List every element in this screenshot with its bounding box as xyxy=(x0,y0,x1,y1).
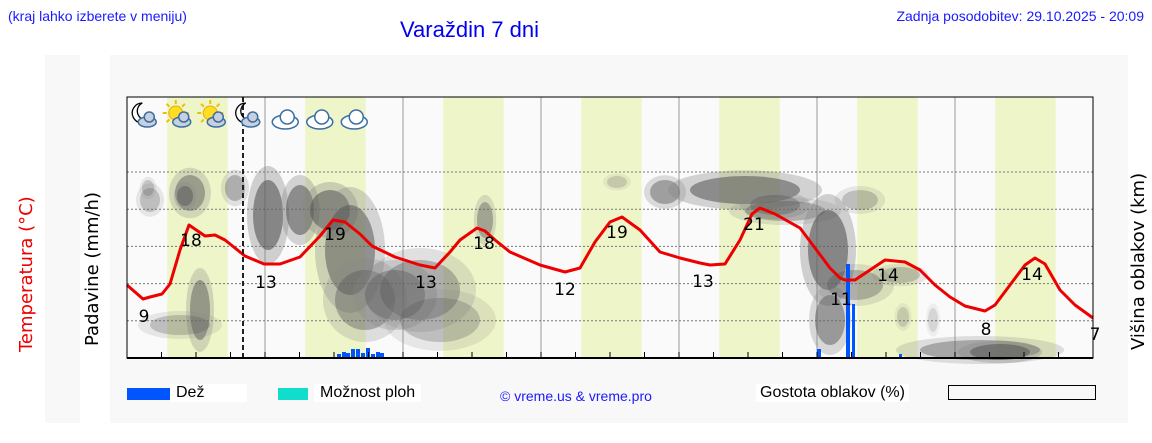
cloud-height-axis-label: Višina oblakov (km) xyxy=(1128,172,1149,350)
svg-text:8: 8 xyxy=(981,320,992,340)
svg-text:19: 19 xyxy=(606,223,628,243)
svg-text:13: 13 xyxy=(255,273,277,293)
svg-text:9: 9 xyxy=(139,307,150,327)
cloud-density-scale xyxy=(948,385,1096,400)
svg-text:19: 19 xyxy=(324,225,346,245)
svg-text:13: 13 xyxy=(415,273,437,293)
page-title: Varaždin 7 dni xyxy=(400,17,540,42)
sun-cloud-icon xyxy=(162,100,192,128)
showers-legend-swatch xyxy=(278,388,308,400)
svg-text:18: 18 xyxy=(473,234,495,254)
moon-cloud-icon xyxy=(131,102,157,128)
cloud-icon xyxy=(306,109,334,130)
last-updated: Zadnja posodobitev: 29.10.2025 - 20:09 xyxy=(896,8,1144,24)
cloud-drizzle-icon xyxy=(340,109,368,130)
rain-legend-label: Dež xyxy=(170,384,247,402)
precip-axis-label: Padavine (mm/h) xyxy=(82,192,103,346)
temp-axis-panel xyxy=(45,55,80,423)
rain-legend-swatch xyxy=(127,388,175,400)
svg-text:13: 13 xyxy=(692,272,714,292)
svg-text:12: 12 xyxy=(554,280,576,300)
location-hint: (kraj lahko izberete v meniju) xyxy=(8,8,187,24)
svg-text:18: 18 xyxy=(180,231,202,251)
moon-cloud-icon xyxy=(235,102,261,128)
cloud-icon xyxy=(271,109,299,130)
svg-text:21: 21 xyxy=(743,215,765,235)
copyright-link[interactable]: © vreme.us & vreme.pro xyxy=(500,388,652,404)
temp-axis-label: Temperatura (°C) xyxy=(16,196,37,352)
showers-legend-label: Možnost ploh xyxy=(314,384,422,402)
sun-cloud-icon xyxy=(197,100,226,128)
svg-text:7: 7 xyxy=(1090,325,1101,345)
cloud-density-label: Gostota oblakov (%) xyxy=(756,384,909,402)
svg-text:11: 11 xyxy=(830,290,852,310)
svg-text:14: 14 xyxy=(1021,265,1043,285)
svg-text:14: 14 xyxy=(877,266,899,286)
